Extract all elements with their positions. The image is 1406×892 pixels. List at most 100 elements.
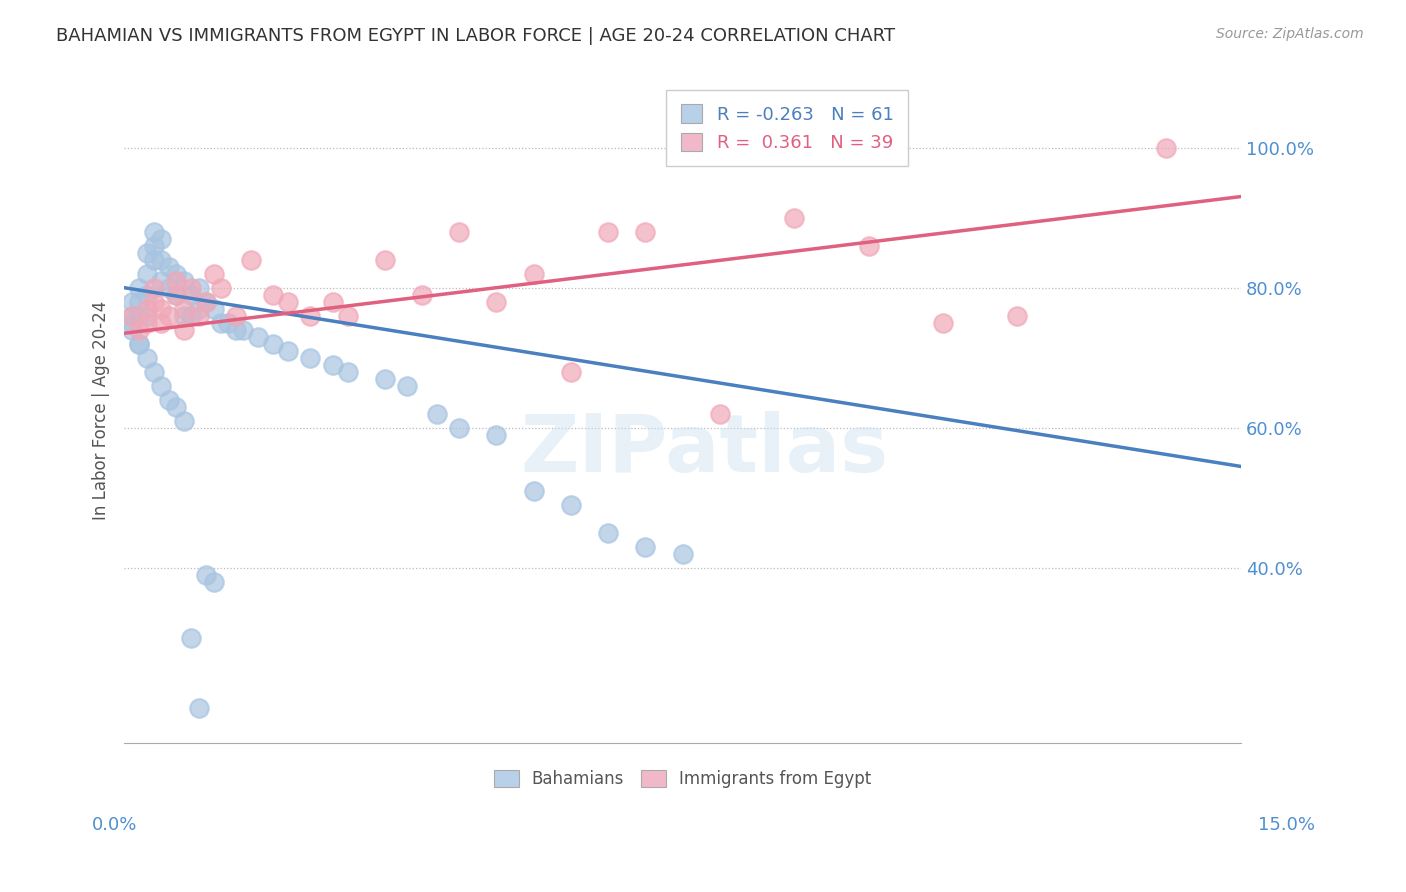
Point <box>671 547 693 561</box>
Point <box>209 281 232 295</box>
Point <box>858 238 880 252</box>
Point <box>128 336 150 351</box>
Point <box>1156 140 1178 154</box>
Point <box>634 225 657 239</box>
Point <box>277 294 299 309</box>
Point <box>523 483 546 498</box>
Point <box>322 294 344 309</box>
Point <box>121 323 143 337</box>
Point <box>449 421 471 435</box>
Point <box>157 392 180 407</box>
Point <box>426 407 449 421</box>
Point <box>262 336 284 351</box>
Point <box>322 358 344 372</box>
Point <box>157 260 180 274</box>
Point <box>157 281 180 295</box>
Point <box>374 252 396 267</box>
Point <box>523 267 546 281</box>
Point <box>150 274 173 288</box>
Point <box>173 414 195 428</box>
Point <box>135 301 157 316</box>
Point <box>135 245 157 260</box>
Text: 15.0%: 15.0% <box>1257 816 1315 834</box>
Point <box>150 252 173 267</box>
Point <box>202 267 225 281</box>
Text: 0.0%: 0.0% <box>91 816 136 834</box>
Point <box>180 287 202 301</box>
Legend: Bahamians, Immigrants from Egypt: Bahamians, Immigrants from Egypt <box>486 764 879 795</box>
Point <box>336 309 359 323</box>
Point <box>374 372 396 386</box>
Point <box>150 379 173 393</box>
Point <box>202 301 225 316</box>
Point <box>135 287 157 301</box>
Point <box>209 316 232 330</box>
Text: Source: ZipAtlas.com: Source: ZipAtlas.com <box>1216 27 1364 41</box>
Point <box>121 316 143 330</box>
Point <box>262 287 284 301</box>
Point <box>225 309 247 323</box>
Point <box>150 301 173 316</box>
Point <box>560 365 582 379</box>
Y-axis label: In Labor Force | Age 20-24: In Labor Force | Age 20-24 <box>93 301 110 520</box>
Point <box>187 301 209 316</box>
Point <box>1007 309 1029 323</box>
Point <box>485 294 508 309</box>
Point <box>449 225 471 239</box>
Point <box>150 232 173 246</box>
Point <box>165 400 187 414</box>
Point <box>232 323 254 337</box>
Point <box>143 365 166 379</box>
Point <box>165 274 187 288</box>
Point <box>143 225 166 239</box>
Text: BAHAMIAN VS IMMIGRANTS FROM EGYPT IN LABOR FORCE | AGE 20-24 CORRELATION CHART: BAHAMIAN VS IMMIGRANTS FROM EGYPT IN LAB… <box>56 27 896 45</box>
Point <box>596 526 619 541</box>
Point <box>121 309 143 323</box>
Point <box>173 301 195 316</box>
Point <box>277 343 299 358</box>
Point <box>143 281 166 295</box>
Point <box>157 309 180 323</box>
Point <box>180 281 202 295</box>
Point <box>135 351 157 365</box>
Point <box>195 568 218 582</box>
Point <box>247 330 270 344</box>
Point <box>180 309 202 323</box>
Point <box>225 323 247 337</box>
Point <box>411 287 433 301</box>
Point <box>217 316 239 330</box>
Point <box>143 238 166 252</box>
Point <box>336 365 359 379</box>
Point <box>932 316 955 330</box>
Point <box>121 309 143 323</box>
Text: ZIPatlas: ZIPatlas <box>520 411 889 490</box>
Point <box>187 309 209 323</box>
Point <box>634 540 657 554</box>
Point <box>143 252 166 267</box>
Point <box>239 252 262 267</box>
Point <box>150 316 173 330</box>
Point <box>596 225 619 239</box>
Point <box>143 294 166 309</box>
Point <box>709 407 731 421</box>
Point <box>173 323 195 337</box>
Point <box>128 323 150 337</box>
Point <box>187 701 209 715</box>
Point <box>165 287 187 301</box>
Point <box>173 274 195 288</box>
Point <box>485 428 508 442</box>
Point <box>187 281 209 295</box>
Point <box>783 211 806 225</box>
Point <box>128 309 150 323</box>
Point <box>128 336 150 351</box>
Point <box>560 498 582 512</box>
Point <box>135 309 157 323</box>
Point <box>195 294 218 309</box>
Point <box>173 309 195 323</box>
Point <box>180 631 202 645</box>
Point <box>135 316 157 330</box>
Point <box>128 281 150 295</box>
Point <box>165 287 187 301</box>
Point <box>396 379 419 393</box>
Point <box>121 294 143 309</box>
